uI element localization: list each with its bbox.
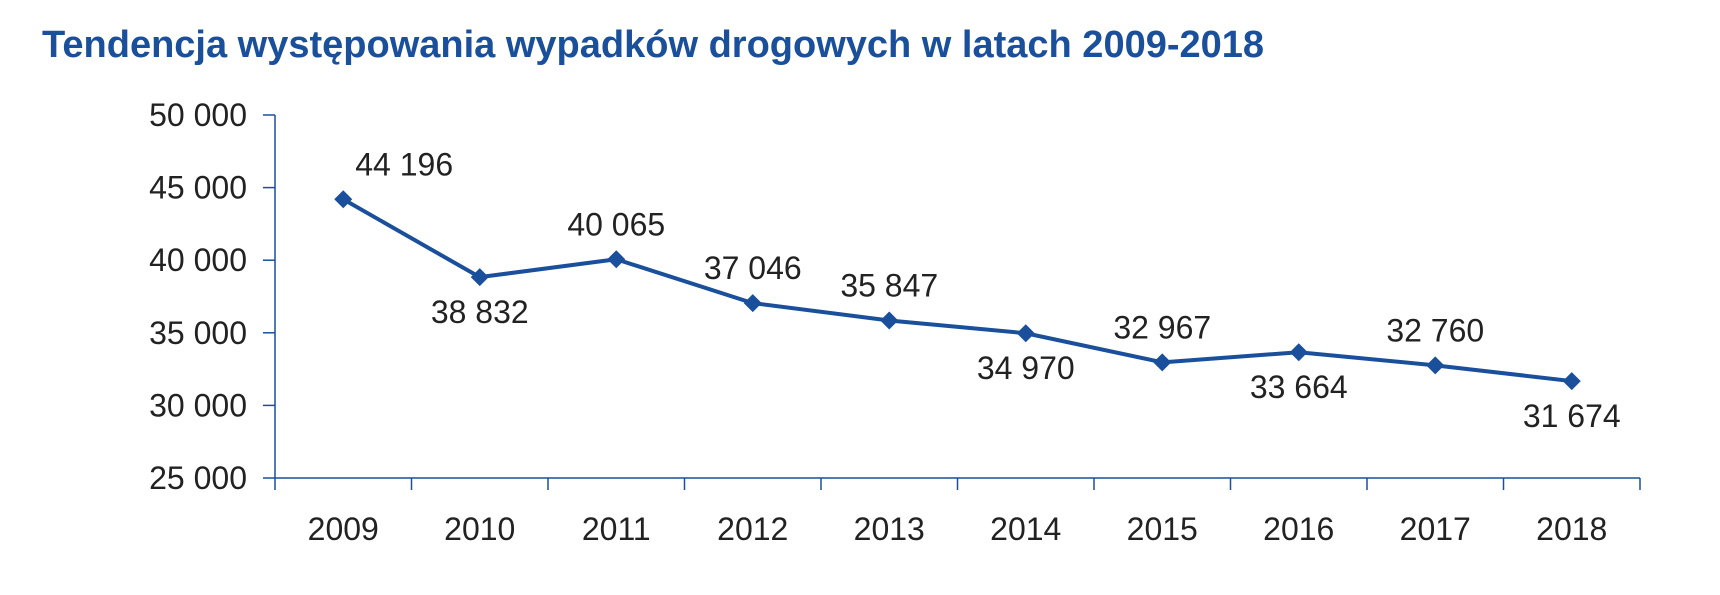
x-tick-label: 2012 bbox=[717, 511, 788, 547]
x-tick-label: 2015 bbox=[1127, 511, 1198, 547]
data-label: 44 196 bbox=[355, 146, 453, 182]
series-line bbox=[342, 197, 1572, 384]
data-point-marker bbox=[1016, 324, 1035, 343]
y-tick-label: 45 000 bbox=[149, 170, 247, 206]
data-point-marker bbox=[334, 190, 353, 209]
data-label: 32 760 bbox=[1386, 312, 1484, 348]
data-point-marker bbox=[1289, 343, 1308, 362]
y-tick-label: 40 000 bbox=[149, 242, 247, 278]
data-point-marker bbox=[470, 268, 489, 287]
data-label: 31 674 bbox=[1523, 398, 1621, 434]
data-label: 37 046 bbox=[704, 250, 802, 286]
data-point-marker bbox=[1153, 353, 1172, 372]
data-label: 33 664 bbox=[1250, 369, 1348, 405]
y-tick-label: 30 000 bbox=[149, 387, 247, 423]
x-tick-label: 2009 bbox=[308, 511, 379, 547]
y-axis: 25 000 30 000 35 000 40 000 45 000 50 000 bbox=[149, 97, 276, 496]
data-point-marker bbox=[743, 294, 762, 313]
data-label: 34 970 bbox=[977, 350, 1075, 386]
data-label: 38 832 bbox=[431, 294, 529, 330]
x-tick-label: 2010 bbox=[444, 511, 515, 547]
data-labels: 44 196 38 832 40 065 37 046 35 847 34 970 32 9… bbox=[355, 146, 1620, 434]
x-axis: 2009 2010 2011 2012 2013 2014 2015 2016 2017 2018 bbox=[274, 477, 1641, 547]
data-point-marker bbox=[1562, 372, 1581, 391]
data-point-marker bbox=[1426, 356, 1445, 375]
data-label: 32 967 bbox=[1113, 309, 1211, 345]
data-label: 40 065 bbox=[567, 206, 665, 242]
data-label: 35 847 bbox=[840, 268, 938, 304]
x-tick-label: 2016 bbox=[1263, 511, 1334, 547]
y-tick-label: 50 000 bbox=[149, 97, 247, 133]
x-tick-label: 2017 bbox=[1400, 511, 1471, 547]
data-point-marker bbox=[880, 311, 899, 330]
x-tick-label: 2014 bbox=[990, 511, 1061, 547]
x-tick-label: 2013 bbox=[854, 511, 925, 547]
chart-title: Tendencja występowania wypadków drogowyc… bbox=[42, 24, 1265, 66]
series-line-group bbox=[334, 190, 1581, 391]
y-tick-label: 35 000 bbox=[149, 315, 247, 351]
data-point-marker bbox=[607, 250, 626, 269]
x-tick-label: 2011 bbox=[582, 511, 651, 547]
y-tick-label: 25 000 bbox=[149, 460, 247, 496]
x-tick-label: 2018 bbox=[1536, 511, 1607, 547]
